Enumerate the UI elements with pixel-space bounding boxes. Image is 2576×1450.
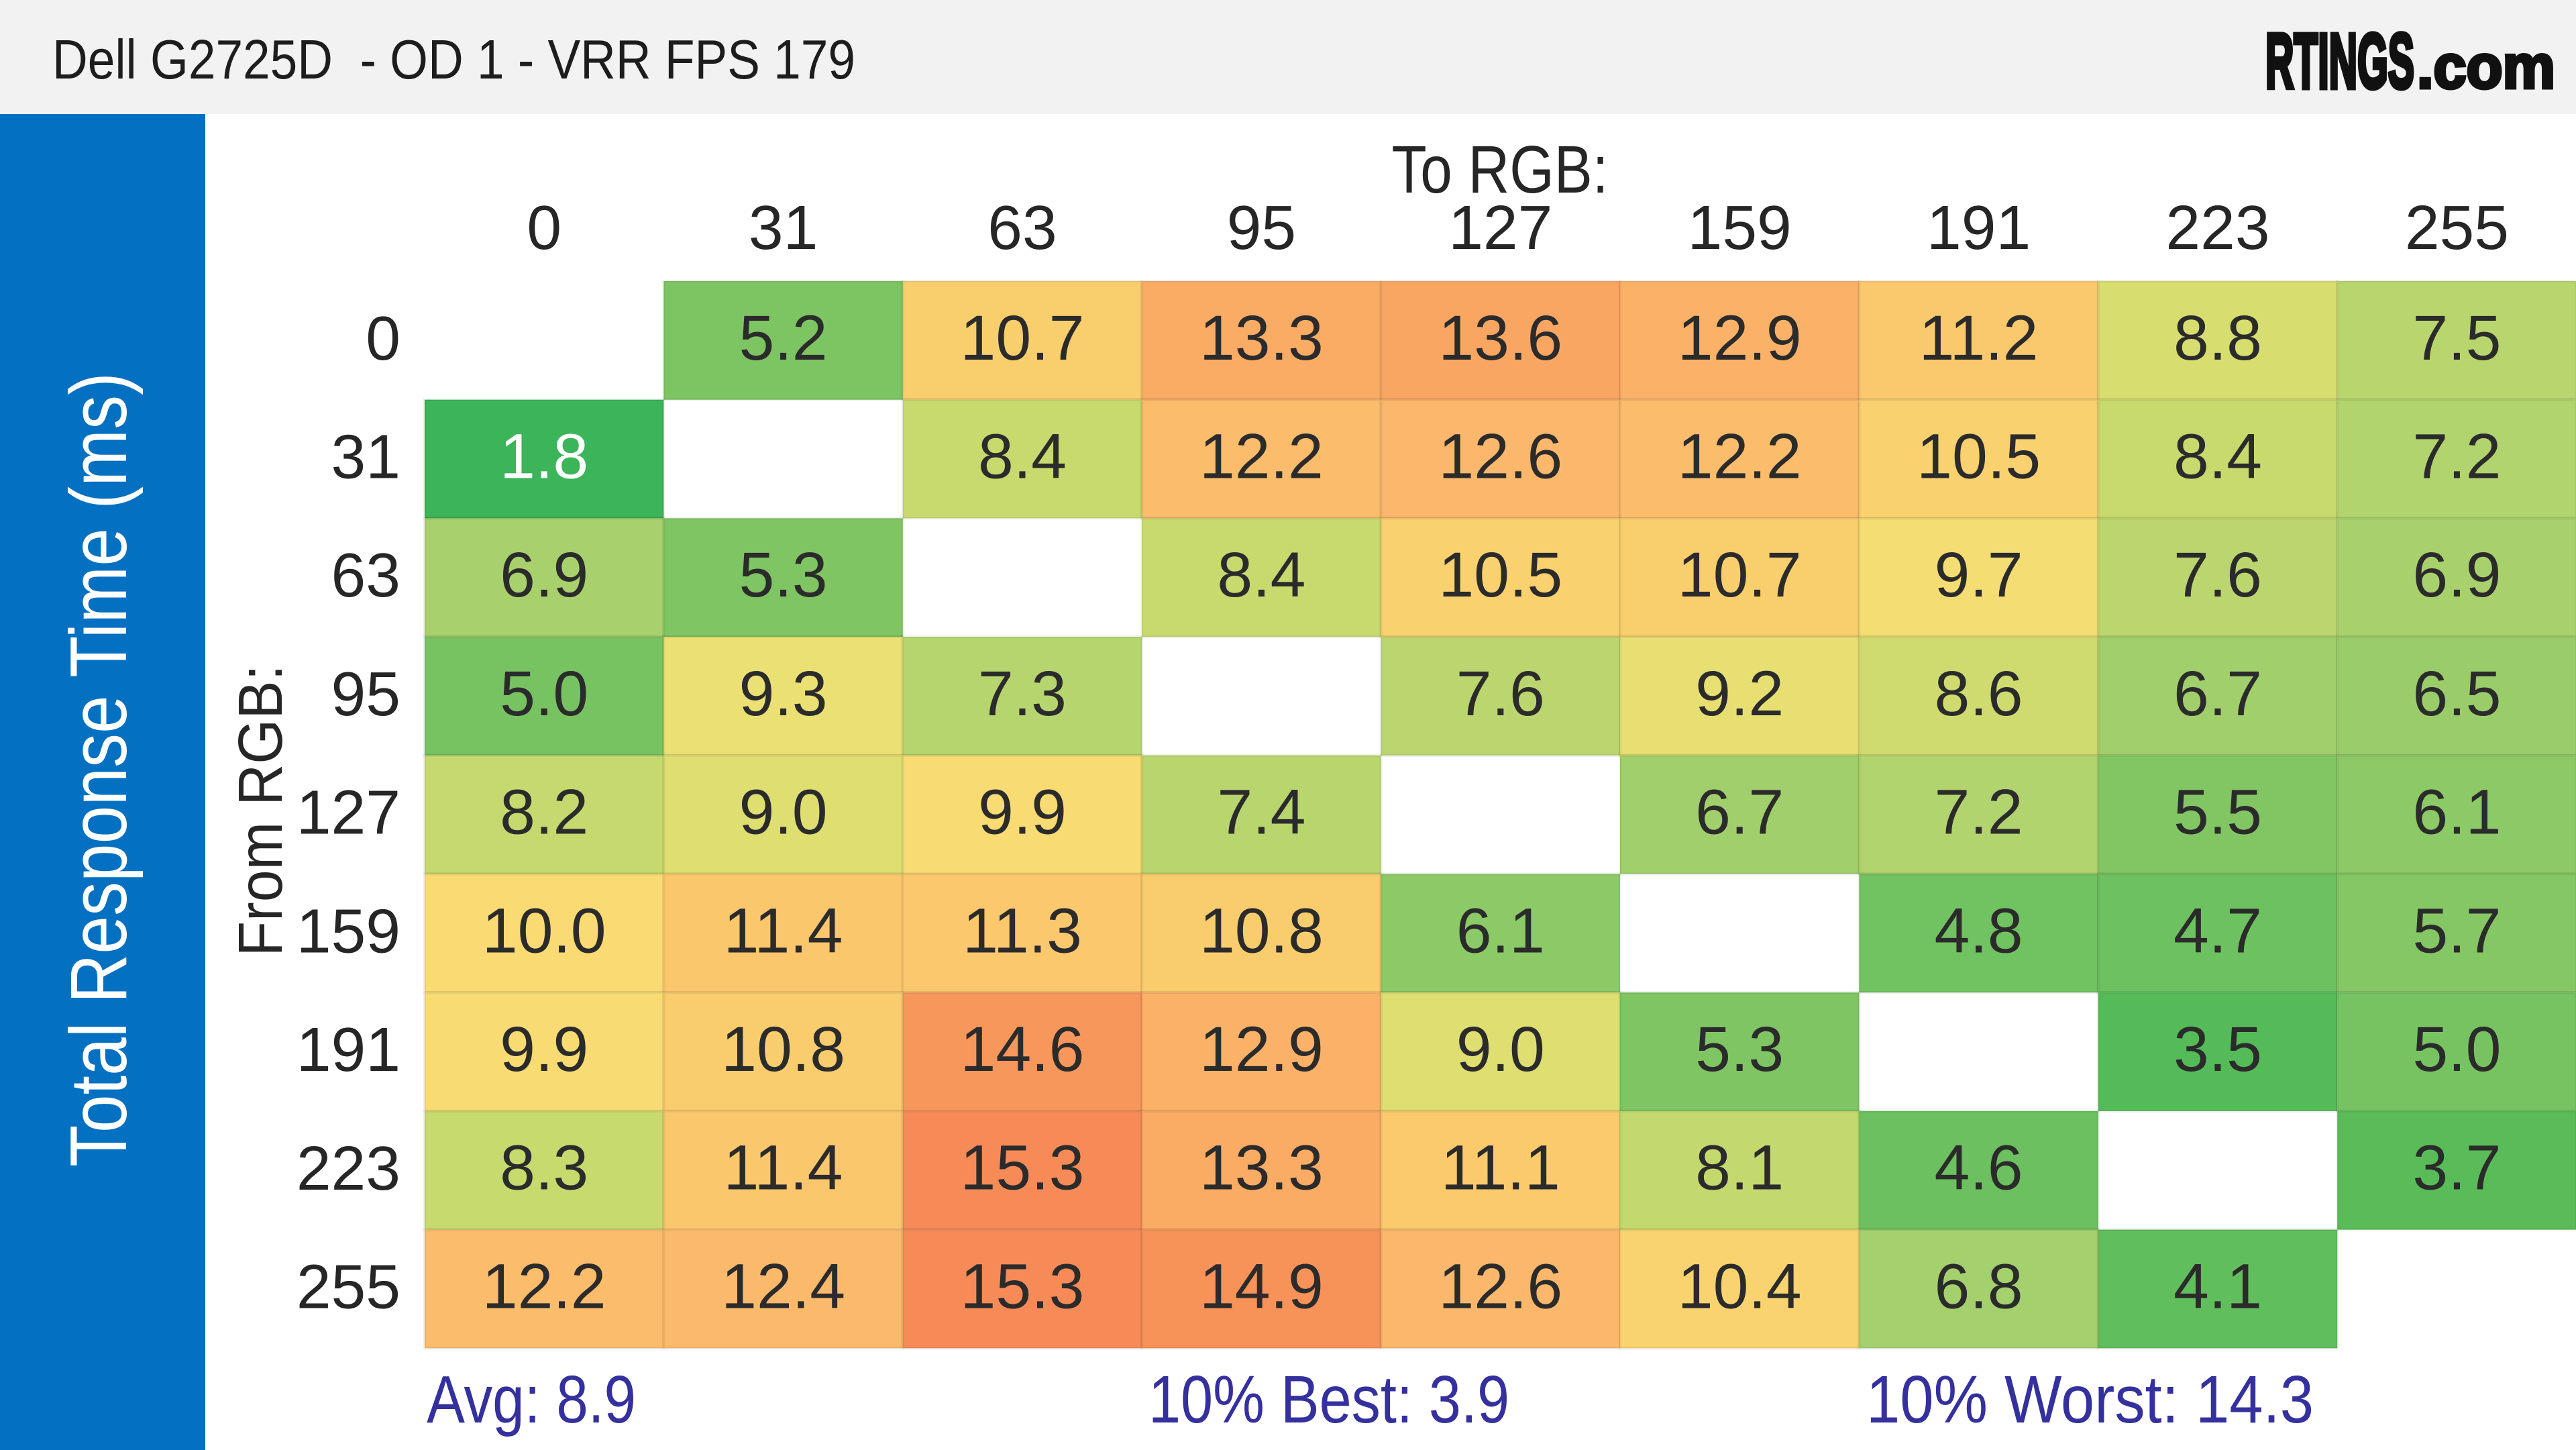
svg-text:9.2: 9.2 — [1695, 658, 1784, 729]
svg-text:223: 223 — [2165, 193, 2269, 262]
svg-text:13.3: 13.3 — [1199, 1133, 1324, 1204]
svg-text:12.6: 12.6 — [1438, 421, 1562, 493]
svg-text:7.6: 7.6 — [2174, 539, 2262, 611]
svg-text:7.3: 7.3 — [978, 658, 1067, 729]
svg-text:11.4: 11.4 — [724, 1133, 843, 1204]
svg-text:Total Response Time (ms): Total Response Time (ms) — [54, 372, 144, 1167]
svg-text:5.0: 5.0 — [500, 658, 588, 729]
svg-text:11.3: 11.3 — [963, 895, 1082, 966]
svg-text:13.3: 13.3 — [1199, 303, 1324, 374]
svg-text:9.7: 9.7 — [1935, 539, 2023, 611]
svg-text:95: 95 — [1227, 193, 1296, 262]
svg-text:12.4: 12.4 — [721, 1251, 845, 1322]
svg-text:10.8: 10.8 — [721, 1014, 845, 1085]
svg-text:11.2: 11.2 — [1919, 303, 2039, 374]
svg-text:5.5: 5.5 — [2174, 777, 2262, 848]
svg-text:6.1: 6.1 — [1456, 895, 1545, 966]
svg-text:191: 191 — [297, 1015, 400, 1084]
svg-text:223: 223 — [297, 1133, 400, 1203]
svg-text:1.8: 1.8 — [500, 421, 588, 493]
svg-text:7.5: 7.5 — [2412, 303, 2501, 374]
svg-text:159: 159 — [1688, 193, 1792, 262]
svg-text:12.2: 12.2 — [1199, 421, 1324, 493]
svg-text:4.1: 4.1 — [2174, 1251, 2262, 1322]
svg-text:9.0: 9.0 — [1456, 1014, 1545, 1085]
svg-text:8.3: 8.3 — [500, 1133, 588, 1204]
svg-text:4.6: 4.6 — [1935, 1133, 2023, 1204]
svg-text:14.6: 14.6 — [961, 1014, 1085, 1085]
svg-text:127: 127 — [297, 778, 400, 847]
svg-text:10.7: 10.7 — [961, 303, 1085, 374]
svg-text:10.4: 10.4 — [1678, 1251, 1802, 1322]
svg-text:31: 31 — [749, 193, 818, 262]
svg-text:12.2: 12.2 — [482, 1251, 606, 1322]
svg-text:3.7: 3.7 — [2412, 1133, 2501, 1204]
svg-text:0: 0 — [366, 303, 400, 373]
svg-text:8.8: 8.8 — [2174, 303, 2262, 374]
svg-text:15.3: 15.3 — [961, 1133, 1085, 1204]
svg-text:6.7: 6.7 — [1695, 777, 1784, 848]
svg-text:.com: .com — [2417, 33, 2555, 101]
svg-text:5.2: 5.2 — [739, 303, 828, 374]
svg-text:63: 63 — [331, 540, 400, 610]
svg-text:12.6: 12.6 — [1438, 1251, 1562, 1322]
svg-text:10.8: 10.8 — [1199, 895, 1324, 966]
svg-text:10.5: 10.5 — [1917, 421, 2041, 493]
svg-text:8.4: 8.4 — [978, 421, 1067, 493]
svg-text:127: 127 — [1448, 193, 1552, 262]
svg-text:9.9: 9.9 — [500, 1014, 588, 1085]
svg-text:12.2: 12.2 — [1678, 421, 1802, 493]
svg-text:7.2: 7.2 — [1935, 777, 2023, 848]
svg-text:255: 255 — [297, 1251, 400, 1321]
svg-text:5.0: 5.0 — [2412, 1014, 2501, 1085]
svg-text:11.4: 11.4 — [724, 895, 843, 966]
svg-text:7.2: 7.2 — [2412, 421, 2501, 493]
svg-text:5.7: 5.7 — [2412, 895, 2501, 966]
svg-text:9.0: 9.0 — [739, 777, 828, 848]
svg-text:To RGB:: To RGB: — [1392, 132, 1609, 207]
svg-text:Avg: 8.9: Avg: 8.9 — [427, 1362, 636, 1437]
svg-text:0: 0 — [527, 193, 561, 262]
svg-text:255: 255 — [2405, 193, 2509, 262]
svg-text:14.9: 14.9 — [1199, 1251, 1324, 1322]
svg-text:6.5: 6.5 — [2412, 658, 2501, 729]
svg-text:4.8: 4.8 — [1935, 895, 2023, 966]
svg-text:95: 95 — [331, 659, 400, 729]
svg-text:10% Best: 3.9: 10% Best: 3.9 — [1148, 1362, 1509, 1437]
svg-text:3.5: 3.5 — [2174, 1014, 2262, 1085]
svg-text:8.2: 8.2 — [500, 777, 588, 848]
svg-text:31: 31 — [331, 422, 400, 492]
svg-text:6.9: 6.9 — [500, 539, 588, 611]
svg-text:15.3: 15.3 — [961, 1251, 1085, 1322]
svg-text:6.7: 6.7 — [2174, 658, 2262, 729]
svg-text:63: 63 — [987, 193, 1057, 262]
svg-text:RTINGS: RTINGS — [2265, 17, 2414, 105]
svg-text:6.8: 6.8 — [1935, 1251, 2023, 1322]
svg-text:7.6: 7.6 — [1456, 658, 1545, 729]
svg-text:12.9: 12.9 — [1199, 1014, 1324, 1085]
svg-text:10% Worst: 14.3: 10% Worst: 14.3 — [1866, 1362, 2314, 1437]
svg-text:6.9: 6.9 — [2412, 539, 2501, 611]
svg-text:10.7: 10.7 — [1678, 539, 1802, 611]
svg-text:11.1: 11.1 — [1441, 1133, 1560, 1204]
svg-text:5.3: 5.3 — [1695, 1014, 1784, 1085]
svg-text:10.5: 10.5 — [1438, 539, 1562, 611]
svg-text:4.7: 4.7 — [2174, 895, 2262, 966]
svg-text:8.4: 8.4 — [1217, 539, 1305, 611]
svg-text:From RGB:: From RGB: — [225, 665, 295, 957]
svg-text:9.3: 9.3 — [739, 658, 828, 729]
svg-text:191: 191 — [1927, 193, 2031, 262]
svg-text:7.4: 7.4 — [1217, 777, 1305, 848]
svg-text:10.0: 10.0 — [482, 895, 606, 966]
svg-text:12.9: 12.9 — [1678, 303, 1802, 374]
svg-text:8.1: 8.1 — [1695, 1133, 1784, 1204]
svg-text:13.6: 13.6 — [1438, 303, 1562, 374]
svg-text:Dell G2725D - OD 1 - VRR FPS: Dell G2725D - OD 1 - VRR FPS 179 — [52, 28, 855, 91]
svg-text:8.4: 8.4 — [2174, 421, 2262, 493]
svg-text:9.9: 9.9 — [978, 777, 1067, 848]
svg-text:6.1: 6.1 — [2412, 777, 2501, 848]
svg-text:8.6: 8.6 — [1935, 658, 2023, 729]
svg-text:5.3: 5.3 — [739, 539, 828, 611]
svg-text:159: 159 — [297, 896, 400, 966]
